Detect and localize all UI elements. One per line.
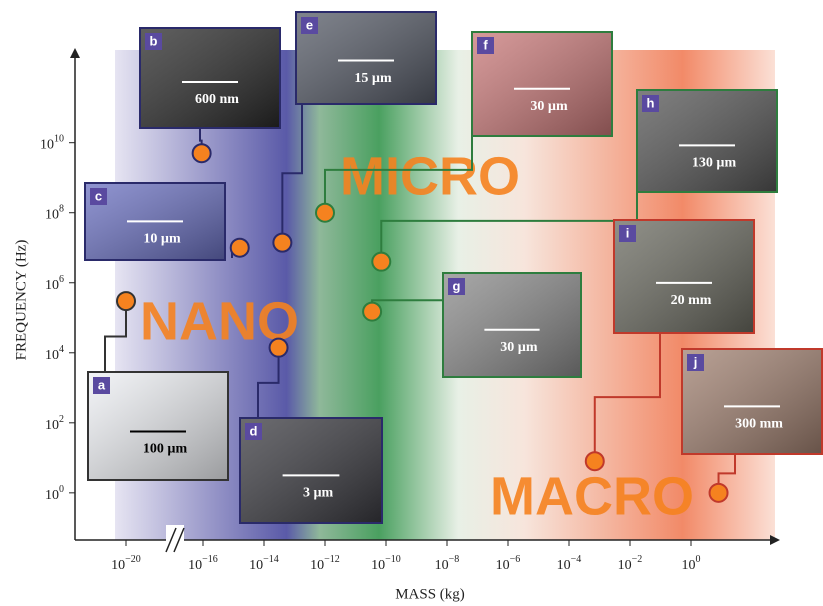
inset-letter-box xyxy=(301,17,318,34)
inset-shade xyxy=(297,13,435,103)
inset-shade xyxy=(638,91,776,191)
x-tick-label: 10−6 xyxy=(496,554,521,573)
x-tick-label: 10−20 xyxy=(111,554,141,573)
inset-shade xyxy=(241,419,381,522)
y-axis-title: FREQUENCY (Hz) xyxy=(13,240,29,361)
data-point xyxy=(362,301,383,322)
x-tick-label: 10−4 xyxy=(557,554,582,573)
inset-shade xyxy=(444,274,580,376)
scale-bar-label: 30 µm xyxy=(500,340,538,355)
inset-letter: c xyxy=(95,188,102,203)
data-point xyxy=(315,202,335,223)
axes xyxy=(70,48,780,555)
data-point xyxy=(708,482,729,503)
inset-shade xyxy=(615,221,753,332)
data-point xyxy=(191,143,212,164)
connector-line xyxy=(104,301,127,372)
region-label: MICRO xyxy=(340,146,520,206)
scale-bar-label: 10 µm xyxy=(143,232,181,247)
connector-line xyxy=(257,347,280,418)
inset-letter: a xyxy=(98,377,106,392)
x-tick-label: 10−16 xyxy=(188,554,218,573)
inset-letter: i xyxy=(626,225,630,240)
inset-letter: f xyxy=(483,37,488,52)
inset-letter: h xyxy=(647,95,655,110)
inset-letter: g xyxy=(453,278,461,293)
inset-letter-box xyxy=(687,354,704,371)
inset-letter-box xyxy=(145,33,162,50)
inset-shade xyxy=(683,350,821,453)
scale-bar-label: 600 nm xyxy=(195,92,239,107)
inset-shade xyxy=(141,29,279,127)
inset-letter: b xyxy=(150,33,158,48)
connector-line xyxy=(281,104,303,243)
x-axis-title: MASS (kg) xyxy=(395,586,465,602)
scale-bar-label: 300 mm xyxy=(735,417,783,432)
y-tick-label: 100 xyxy=(45,484,64,503)
inset-letter-box xyxy=(245,423,262,440)
y-tick-label: 1010 xyxy=(40,134,64,153)
data-point xyxy=(229,237,250,258)
data-point xyxy=(268,337,289,358)
data-point xyxy=(584,451,605,472)
connector-line xyxy=(380,180,638,262)
data-point xyxy=(371,251,392,272)
connector-line xyxy=(593,333,661,462)
scale-bar-label: 30 µm xyxy=(530,99,568,114)
y-tick-label: 108 xyxy=(45,204,64,223)
inset-letter-box xyxy=(93,377,110,394)
inset-letter-box xyxy=(90,188,107,205)
inset-shade xyxy=(89,373,227,479)
x-tick-label: 10−14 xyxy=(249,554,279,573)
x-tick-label: 10−2 xyxy=(618,554,643,573)
inset-shade xyxy=(473,33,611,135)
inset-letter: j xyxy=(693,354,698,369)
scale-bar-label: 3 µm xyxy=(303,486,334,501)
inset-letter: e xyxy=(306,17,313,32)
scale-bar-label: 15 µm xyxy=(354,71,392,86)
x-tick-label: 10−12 xyxy=(310,554,340,573)
region-label: MACRO xyxy=(490,466,694,526)
y-tick-label: 104 xyxy=(45,344,64,363)
y-tick-label: 106 xyxy=(45,274,64,293)
inset-letter-box xyxy=(448,278,465,295)
scale-bar-label: 20 mm xyxy=(671,293,712,308)
x-tick-label: 100 xyxy=(682,554,701,573)
connector-line xyxy=(324,127,473,213)
scale-bar-label: 130 µm xyxy=(692,156,737,171)
inset-letter: d xyxy=(250,423,258,438)
inset-letter-box xyxy=(477,37,494,54)
y-tick-label: 102 xyxy=(45,414,64,433)
inset-letter-box xyxy=(619,225,636,242)
data-point xyxy=(272,232,293,253)
inset-letter-box xyxy=(642,95,659,112)
x-tick-label: 10−8 xyxy=(435,554,460,573)
scale-bar-label: 100 µm xyxy=(143,442,188,457)
x-tick-label: 10−10 xyxy=(371,554,401,573)
data-point xyxy=(116,291,136,312)
